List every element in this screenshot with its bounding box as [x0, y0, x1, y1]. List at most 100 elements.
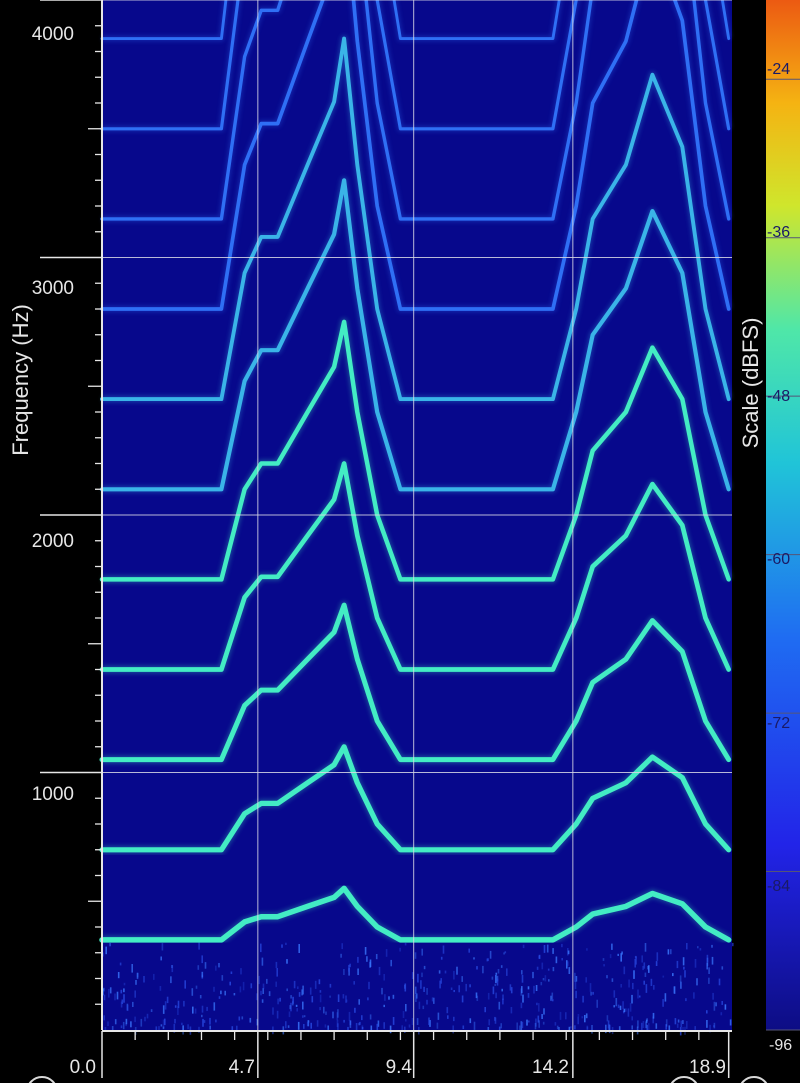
zoom-icon[interactable] — [669, 1076, 699, 1083]
noise-speck — [376, 1023, 379, 1032]
noise-speck — [665, 1019, 668, 1027]
noise-speck — [120, 1025, 123, 1029]
noise-speck — [276, 968, 278, 977]
noise-speck — [383, 1004, 385, 1008]
noise-speck — [491, 976, 494, 980]
noise-speck — [541, 1014, 543, 1019]
noise-speck — [643, 962, 646, 969]
noise-speck — [585, 977, 587, 983]
noise-speck — [107, 1021, 109, 1026]
noise-speck — [574, 981, 577, 990]
grid-lines — [40, 0, 732, 1078]
scale-ticks — [766, 78, 800, 1031]
noise-speck — [484, 1007, 486, 1013]
noise-speck — [627, 1008, 630, 1017]
noise-speck — [566, 960, 568, 969]
noise-speck — [713, 1025, 715, 1028]
noise-speck — [621, 951, 623, 955]
noise-speck — [602, 958, 605, 961]
noise-speck — [202, 1018, 204, 1027]
noise-speck — [354, 1007, 356, 1013]
noise-speck — [521, 970, 523, 975]
noise-speck — [195, 985, 198, 989]
noise-speck — [121, 999, 124, 1004]
noise-speck — [340, 953, 342, 958]
noise-speck — [295, 1004, 298, 1007]
noise-speck — [662, 999, 664, 1007]
noise-speck — [117, 972, 120, 979]
noise-speck — [555, 956, 558, 964]
noise-speck — [544, 975, 547, 982]
noise-speck — [368, 981, 370, 990]
info-icon[interactable] — [27, 1076, 57, 1083]
noise-speck — [229, 981, 231, 986]
noise-speck — [582, 995, 584, 1003]
noise-speck — [104, 1027, 107, 1032]
noise-speck — [415, 995, 417, 1002]
noise-speck — [656, 952, 659, 961]
noise-speck — [292, 996, 294, 1004]
noise-speck — [495, 972, 498, 975]
noise-speck — [297, 986, 299, 989]
noise-speck — [501, 988, 503, 992]
noise-speck — [543, 945, 546, 953]
noise-speck — [586, 1026, 589, 1030]
noise-speck — [120, 1001, 123, 1008]
noise-speck — [341, 943, 343, 950]
noise-speck — [590, 991, 592, 996]
noise-speck — [126, 1004, 129, 1011]
noise-speck — [668, 1025, 671, 1031]
noise-speck — [201, 1014, 203, 1018]
noise-speck — [713, 1001, 716, 1011]
noise-speck — [646, 1024, 648, 1031]
noise-speck — [547, 968, 550, 971]
noise-speck — [108, 989, 110, 998]
noise-speck — [162, 1019, 165, 1029]
noise-speck — [712, 992, 714, 1000]
y-axis-title: Frequency (Hz) — [8, 304, 33, 456]
noise-speck — [561, 958, 563, 961]
x-minor-ticks — [134, 1031, 700, 1040]
noise-speck — [631, 1025, 633, 1030]
noise-speck — [542, 978, 545, 981]
scale-title: Scale (dBFS) — [738, 318, 763, 449]
noise-speck — [632, 982, 634, 990]
noise-speck — [440, 956, 443, 960]
noise-speck — [623, 1008, 626, 1013]
noise-speck — [275, 981, 277, 987]
scale-label: -36 — [767, 224, 790, 241]
noise-speck — [421, 948, 423, 956]
noise-speck — [534, 1023, 537, 1030]
noise-speck — [114, 1019, 117, 1025]
noise-speck — [336, 1012, 339, 1021]
noise-speck — [487, 958, 489, 962]
noise-speck — [285, 942, 287, 945]
noise-speck — [718, 978, 721, 986]
noise-speck — [336, 1019, 339, 1027]
settings-icon[interactable] — [739, 1076, 769, 1083]
noise-speck — [706, 957, 709, 966]
scale-label: -24 — [767, 61, 790, 78]
noise-speck — [655, 1023, 658, 1029]
noise-speck — [686, 1021, 688, 1029]
x-tick-label: 18.9 — [689, 1057, 726, 1078]
noise-speck — [527, 993, 530, 998]
noise-speck — [665, 1024, 667, 1030]
noise-speck — [634, 959, 636, 968]
noise-speck — [162, 1005, 165, 1014]
noise-speck — [323, 1006, 325, 1014]
noise-speck — [439, 980, 441, 989]
noise-speck — [633, 970, 635, 979]
noise-speck — [337, 994, 340, 1002]
noise-speck — [293, 980, 296, 989]
noise-speck — [552, 948, 554, 954]
noise-speck — [357, 956, 359, 963]
noise-speck — [279, 997, 281, 1002]
noise-speck — [676, 1023, 679, 1028]
noise-speck — [262, 983, 265, 989]
noise-speck — [565, 1012, 567, 1020]
noise-speck — [109, 987, 112, 994]
noise-speck — [260, 943, 262, 953]
noise-speck — [631, 1016, 633, 1021]
bottom-controls — [27, 1076, 769, 1083]
